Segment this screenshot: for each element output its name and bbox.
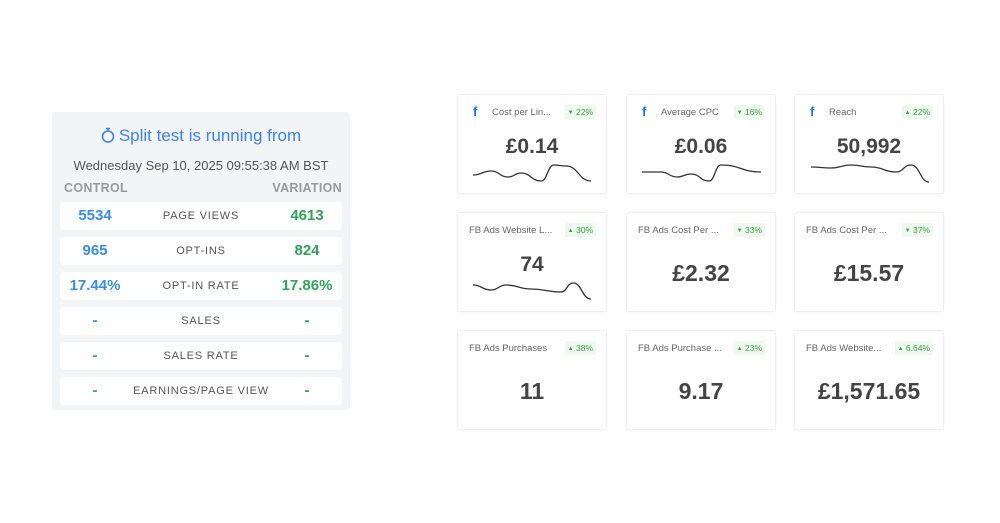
metric-name: FB Ads Cost Per ... xyxy=(806,225,887,236)
change-badge: ▲ 23% xyxy=(733,341,765,355)
triangle-down-icon: ▼ xyxy=(904,228,911,234)
stat-row: 965 OPT-INS 824 xyxy=(60,237,342,265)
triangle-down-icon: ▼ xyxy=(736,228,743,234)
metric-value: 74 xyxy=(520,253,544,276)
sparkline-path xyxy=(810,164,930,183)
change-badge: ▼ 16% xyxy=(733,105,765,119)
change-value: 6.64% xyxy=(905,343,930,353)
metric-card[interactable]: FB Ads Cost Per ... ▼ 33% £2.32 xyxy=(626,212,776,312)
metric-card[interactable]: FB Ads Website... ▲ 6.64% £1,571.65 xyxy=(794,330,944,430)
metric-value: 9.17 xyxy=(678,378,724,404)
sparkline xyxy=(810,164,930,183)
variation-value: - xyxy=(304,347,310,364)
stat-label: OPT-IN RATE xyxy=(162,280,240,292)
variation-header: VARIATION xyxy=(272,181,342,195)
metric-value: £1,571.65 xyxy=(817,378,921,404)
change-value: 16% xyxy=(744,107,762,117)
sparkline-path xyxy=(641,164,762,182)
split-test-title: Split test is running from xyxy=(52,126,350,146)
metric-card[interactable]: FB Ads Purchases ▲ 38% 11 xyxy=(457,330,607,430)
sparkline xyxy=(472,164,592,182)
change-badge: ▼ 22% xyxy=(564,105,596,119)
variation-value: - xyxy=(304,312,310,329)
change-badge: ▼ 33% xyxy=(733,223,765,237)
change-badge: ▲ 38% xyxy=(564,341,596,355)
control-value: - xyxy=(92,312,98,329)
sparkline xyxy=(472,282,592,300)
stat-row: 5534 PAGE VIEWS 4613 xyxy=(60,202,342,230)
metric-name: Reach xyxy=(829,107,857,118)
sparkline-path xyxy=(472,164,592,182)
metric-value: £15.57 xyxy=(833,260,905,286)
change-value: 37% xyxy=(912,225,930,235)
metric-value: 50,992 xyxy=(836,135,902,158)
stat-label: PAGE VIEWS xyxy=(162,210,240,222)
triangle-up-icon: ▲ xyxy=(897,346,904,352)
split-test-title-text: Split test is running from xyxy=(118,126,302,145)
change-value: 23% xyxy=(744,343,762,353)
metric-value: £0.14 xyxy=(505,135,559,158)
variation-value: 4613 xyxy=(290,207,324,224)
metric-name: FB Ads Website L... xyxy=(469,225,553,236)
triangle-down-icon: ▼ xyxy=(567,110,574,116)
stat-row: - SALES - xyxy=(60,307,342,335)
sparkline xyxy=(641,164,762,182)
stat-label: OPT-INS xyxy=(176,245,226,257)
sparkline-path xyxy=(472,282,592,300)
variation-value: - xyxy=(304,382,310,399)
change-badge: ▼ 37% xyxy=(901,223,933,237)
control-value: 5534 xyxy=(78,207,112,224)
triangle-up-icon: ▲ xyxy=(567,228,574,234)
triangle-up-icon: ▲ xyxy=(736,346,743,352)
change-value: 22% xyxy=(575,107,593,117)
variation-value: 17.86% xyxy=(281,277,333,294)
change-badge: ▲ 22% xyxy=(901,105,933,119)
control-value: - xyxy=(92,382,98,399)
control-value: 17.44% xyxy=(69,277,121,294)
metric-card[interactable]: FB Ads Cost Per ... ▼ 37% £15.57 xyxy=(794,212,944,312)
metric-value: 11 xyxy=(519,378,545,404)
stat-row: - SALES RATE - xyxy=(60,342,342,370)
stopwatch-icon xyxy=(101,127,115,143)
metric-card[interactable]: FB Ads Purchase ... ▲ 23% 9.17 xyxy=(626,330,776,430)
metric-name: FB Ads Purchases xyxy=(469,343,548,354)
stat-label: EARNINGS/PAGE VIEW xyxy=(133,385,269,397)
stat-row: - EARNINGS/PAGE VIEW - xyxy=(60,377,342,405)
control-value: 965 xyxy=(82,242,108,259)
stat-label: SALES xyxy=(181,315,221,327)
facebook-icon: f xyxy=(810,104,815,119)
variation-value: 824 xyxy=(294,242,320,259)
change-value: 30% xyxy=(575,225,593,235)
metric-card[interactable]: f Cost per Lin... ▼ 22% £0.14 xyxy=(457,94,607,194)
metric-name: FB Ads Purchase ... xyxy=(638,343,722,354)
facebook-icon: f xyxy=(473,104,478,119)
metric-name: FB Ads Website... xyxy=(806,343,882,354)
metric-value: £2.32 xyxy=(672,260,730,286)
facebook-icon: f xyxy=(642,104,647,119)
stat-label: SALES RATE xyxy=(163,350,239,362)
change-value: 38% xyxy=(575,343,593,353)
triangle-up-icon: ▲ xyxy=(567,346,574,352)
triangle-up-icon: ▲ xyxy=(904,110,911,116)
control-header: CONTROL xyxy=(64,181,128,195)
metric-name: FB Ads Cost Per ... xyxy=(638,225,719,236)
split-test-panel: Split test is running from Wednesday Sep… xyxy=(52,112,350,410)
change-badge: ▲ 6.64% xyxy=(894,341,933,355)
change-value: 22% xyxy=(912,107,930,117)
metric-card[interactable]: f Average CPC ▼ 16% £0.06 xyxy=(626,94,776,194)
metric-card[interactable]: FB Ads Website L... ▲ 30% 74 xyxy=(457,212,607,312)
triangle-down-icon: ▼ xyxy=(736,110,743,116)
metric-name: Cost per Lin... xyxy=(492,107,552,118)
metric-name: Average CPC xyxy=(661,107,719,118)
metric-value: £0.06 xyxy=(674,135,728,158)
metric-card[interactable]: f Reach ▲ 22% 50,992 xyxy=(794,94,944,194)
change-value: 33% xyxy=(744,225,762,235)
control-value: - xyxy=(92,347,98,364)
start-date: Wednesday Sep 10, 2025 09:55:38 AM BST xyxy=(73,158,329,173)
change-badge: ▲ 30% xyxy=(564,223,596,237)
stat-row: 17.44% OPT-IN RATE 17.86% xyxy=(60,272,342,300)
